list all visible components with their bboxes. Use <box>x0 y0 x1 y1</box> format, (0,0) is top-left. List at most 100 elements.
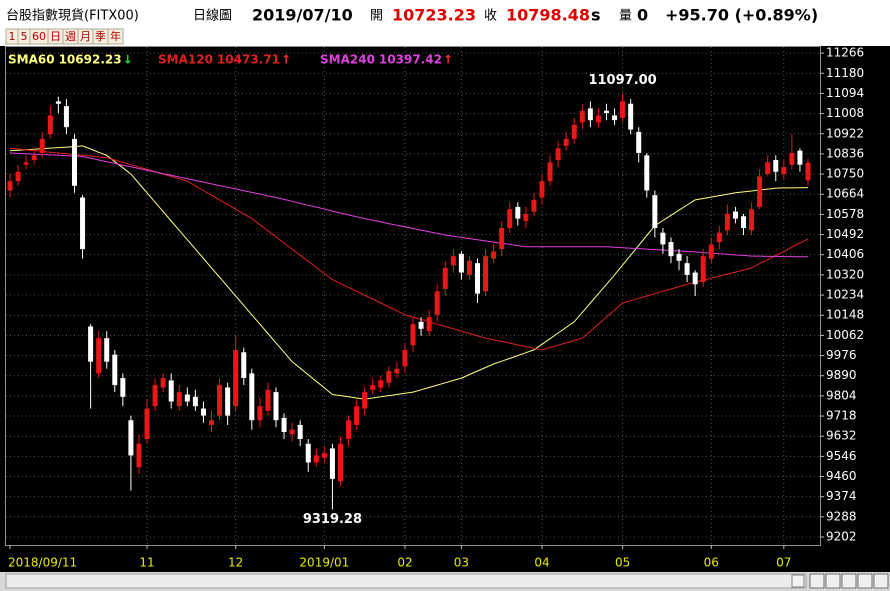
y-tick-label: 11008 <box>826 106 864 120</box>
x-tick-label: 02 <box>397 556 412 570</box>
toolbar: 1 5 60 日週月季年 <box>5 28 124 45</box>
candle-body <box>378 380 384 388</box>
legend-value: 10692.23 <box>59 53 122 67</box>
open-label: 開 <box>370 9 383 24</box>
legend-name: SMA240 <box>320 53 375 67</box>
candle-body <box>88 326 94 362</box>
candle-body <box>789 152 795 165</box>
y-tick-label: 10664 <box>826 187 864 201</box>
x-tick-label: 05 <box>615 556 630 570</box>
candle-body <box>781 167 787 175</box>
candle-body <box>805 162 811 181</box>
toolbar-label: 年 <box>110 29 121 43</box>
candle-body <box>257 406 263 421</box>
y-tick-label: 10578 <box>826 207 864 221</box>
zoom-icon[interactable] <box>825 573 841 589</box>
scrollbar[interactable] <box>5 573 807 589</box>
candle-body <box>233 349 239 407</box>
candle-body <box>273 392 279 421</box>
candle-body <box>71 138 77 186</box>
x-tick-label: 07 <box>776 556 791 570</box>
candle-body <box>620 101 626 118</box>
candle-body <box>595 115 601 123</box>
y-tick-label: 10320 <box>826 267 864 281</box>
zoom-icon[interactable] <box>857 573 873 589</box>
candle-body <box>160 378 166 388</box>
candle-body <box>749 209 755 231</box>
candle-body <box>305 443 311 463</box>
y-tick-label: 10148 <box>826 308 864 322</box>
candle-body <box>466 260 472 275</box>
candle-body <box>741 216 747 229</box>
change: +95.70 (+0.89%) <box>665 6 818 25</box>
flag: s <box>591 6 601 25</box>
scroll-thumb[interactable] <box>791 574 805 588</box>
y-tick-label: 10922 <box>826 126 864 140</box>
chart-kind: 日線圖 <box>193 8 232 24</box>
y-tick-label: 10406 <box>826 247 864 261</box>
ma-line <box>9 152 809 258</box>
volume-value: 0 <box>637 6 648 25</box>
candle-body <box>539 181 545 198</box>
candle-body <box>225 387 231 416</box>
y-tick-label: 10492 <box>826 227 864 241</box>
candle-body <box>531 199 537 212</box>
candle-body <box>249 373 255 421</box>
candle-body <box>39 138 45 153</box>
instrument-title: 台股指數現貨(FITX00) <box>6 8 139 24</box>
toolbar-button[interactable] <box>107 28 124 45</box>
candle-body <box>450 256 456 266</box>
candle-body <box>176 392 182 407</box>
candle-body <box>579 110 585 123</box>
candle-body <box>168 380 174 402</box>
candle-body <box>587 108 593 121</box>
candle-body <box>684 263 690 275</box>
close-value: 10798.48 <box>506 6 590 25</box>
toolbar-label: 60 <box>32 30 46 43</box>
open-value: 10723.23 <box>392 6 476 25</box>
date: 2019/07/10 <box>252 6 353 25</box>
candle-body <box>499 228 505 250</box>
candle-body <box>321 453 327 458</box>
y-tick-label: 10234 <box>826 288 864 302</box>
toolbar-label: 5 <box>21 30 28 43</box>
candle-body <box>144 408 150 440</box>
candle-body <box>708 244 714 259</box>
y-tick-label: 10750 <box>826 167 864 181</box>
y-tick-label: 11094 <box>826 86 864 100</box>
candle-body <box>184 394 190 402</box>
y-tick-label: 9374 <box>826 489 857 503</box>
candle-body <box>426 317 432 332</box>
zoom-icon[interactable] <box>841 573 857 589</box>
x-tick-label: 2018/09/11 <box>8 556 77 570</box>
candle-body <box>265 389 271 411</box>
y-tick-label: 9804 <box>826 388 857 402</box>
zoom-icon[interactable] <box>873 573 889 589</box>
candle-body <box>63 106 69 128</box>
candle-body <box>120 378 126 397</box>
candle-body <box>442 267 448 289</box>
x-tick-label: 03 <box>454 556 469 570</box>
candle-body <box>652 195 658 229</box>
y-tick-label: 9632 <box>826 429 857 443</box>
x-tick-label: 11 <box>139 556 154 570</box>
legend-value: 10397.42 <box>379 53 442 67</box>
legend-trend: ↑ <box>443 53 453 67</box>
y-tick-label: 9718 <box>826 409 857 423</box>
candle-body <box>636 131 642 153</box>
candle-body <box>31 155 37 161</box>
candle-body <box>628 103 634 130</box>
candle-body <box>458 253 464 273</box>
zoom-icon[interactable] <box>809 573 825 589</box>
candle-body <box>55 101 61 104</box>
candle-body <box>241 352 247 379</box>
candle-body <box>362 392 368 409</box>
candle-body <box>716 232 722 243</box>
candle-body <box>386 371 392 383</box>
annotation: 9319.28 <box>303 512 362 527</box>
toolbar-label: 日 <box>50 30 61 43</box>
candle-body <box>765 162 771 175</box>
x-tick-label: 12 <box>228 556 243 570</box>
y-tick-label: 9288 <box>826 509 857 523</box>
candle-body <box>104 338 110 362</box>
